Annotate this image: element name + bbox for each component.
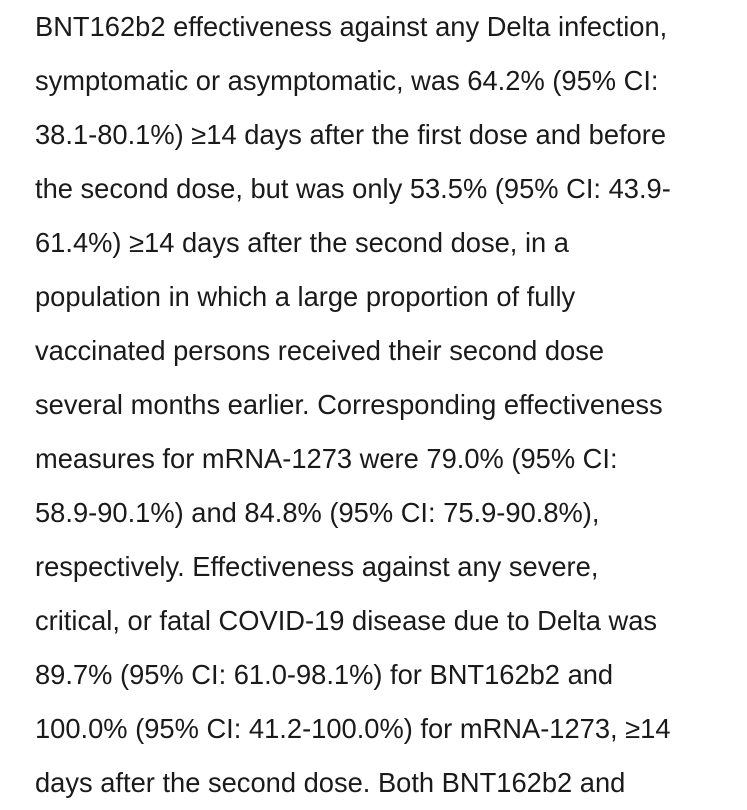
- text-segment: measures for mRNA-1273 were 79.0% (95% C…: [35, 443, 618, 474]
- text-line-7: vaccinated persons received their second…: [35, 324, 604, 378]
- text-segment: critical, or fatal COVID-19 disease due …: [35, 605, 658, 636]
- text-line-5: 61.4%) ≥14 days after the second dose, i…: [35, 216, 569, 270]
- text-segment: population in which a large proportion o…: [35, 281, 576, 312]
- text-line-3: 38.1-80.1%) ≥14 days after the first dos…: [35, 108, 666, 162]
- text-line-10: 58.9-90.1%) and 84.8% (95% CI: 75.9-90.8…: [35, 486, 599, 540]
- text-segment: vaccinated persons: [35, 335, 278, 366]
- highlight-mark[interactable]: 84.8%: [244, 486, 321, 540]
- text-line-12: critical, or fatal COVID-19 disease due …: [35, 594, 657, 648]
- text-line-2: symptomatic or asymptomatic, was 64.2% (…: [35, 54, 658, 108]
- text-segment: 38.1-80.1%) ≥14 days after the first dos…: [35, 119, 667, 150]
- text-line-14: 100.0% (95% CI: 41.2-100.0%) for mRNA-12…: [35, 702, 671, 756]
- highlight-mark[interactable]: several months earlie: [35, 378, 294, 432]
- text-segment: (95% CI: 43.9-: [487, 173, 671, 204]
- text-segment: respectively. Effectiveness against any …: [35, 551, 599, 582]
- text-line-6: population in which a large proportion o…: [35, 270, 575, 324]
- text-segment: the second dose, but was only: [35, 173, 410, 204]
- text-segment: BNT162b2 effectiveness against any Delta…: [35, 11, 668, 42]
- text-segment: symptomatic or asymptomatic, was 64.2% (…: [35, 65, 659, 96]
- text-line-15: days after the second dose. Both BNT162b…: [35, 756, 625, 810]
- text-segment: (95% CI: 75.9-90.8%),: [321, 497, 600, 528]
- text-line-11: respectively. Effectiveness against any …: [35, 540, 598, 594]
- text-segment: 58.9-90.1%) and: [35, 497, 245, 528]
- text-line-13: 89.7% (95% CI: 61.0-98.1%) for BNT162b2 …: [35, 648, 613, 702]
- text-line-1: BNT162b2 effectiveness against any Delta…: [35, 0, 667, 54]
- highlight-mark[interactable]: 53.5%: [410, 162, 487, 216]
- text-segment: days after the second dose. Both BNT162b…: [35, 767, 626, 798]
- text-segment: r. Corresponding effectiveness: [294, 389, 663, 420]
- text-segment: 100.0% (95% CI: 41.2-100.0%) for mRNA-12…: [35, 713, 671, 744]
- text-line-8: several months earlier. Corresponding ef…: [35, 378, 663, 432]
- text-segment: 89.7% (95% CI: 61.0-98.1%) for BNT162b2 …: [35, 659, 614, 690]
- highlight-mark[interactable]: received their second dose: [278, 324, 604, 378]
- text-line-4: the second dose, but was only 53.5% (95%…: [35, 162, 671, 216]
- text-segment: , in a: [509, 227, 569, 258]
- text-segment: 61.4%): [35, 227, 130, 258]
- highlight-mark[interactable]: ≥14 days after the second dose: [129, 216, 510, 270]
- text-line-9: measures for mRNA-1273 were 79.0% (95% C…: [35, 432, 618, 486]
